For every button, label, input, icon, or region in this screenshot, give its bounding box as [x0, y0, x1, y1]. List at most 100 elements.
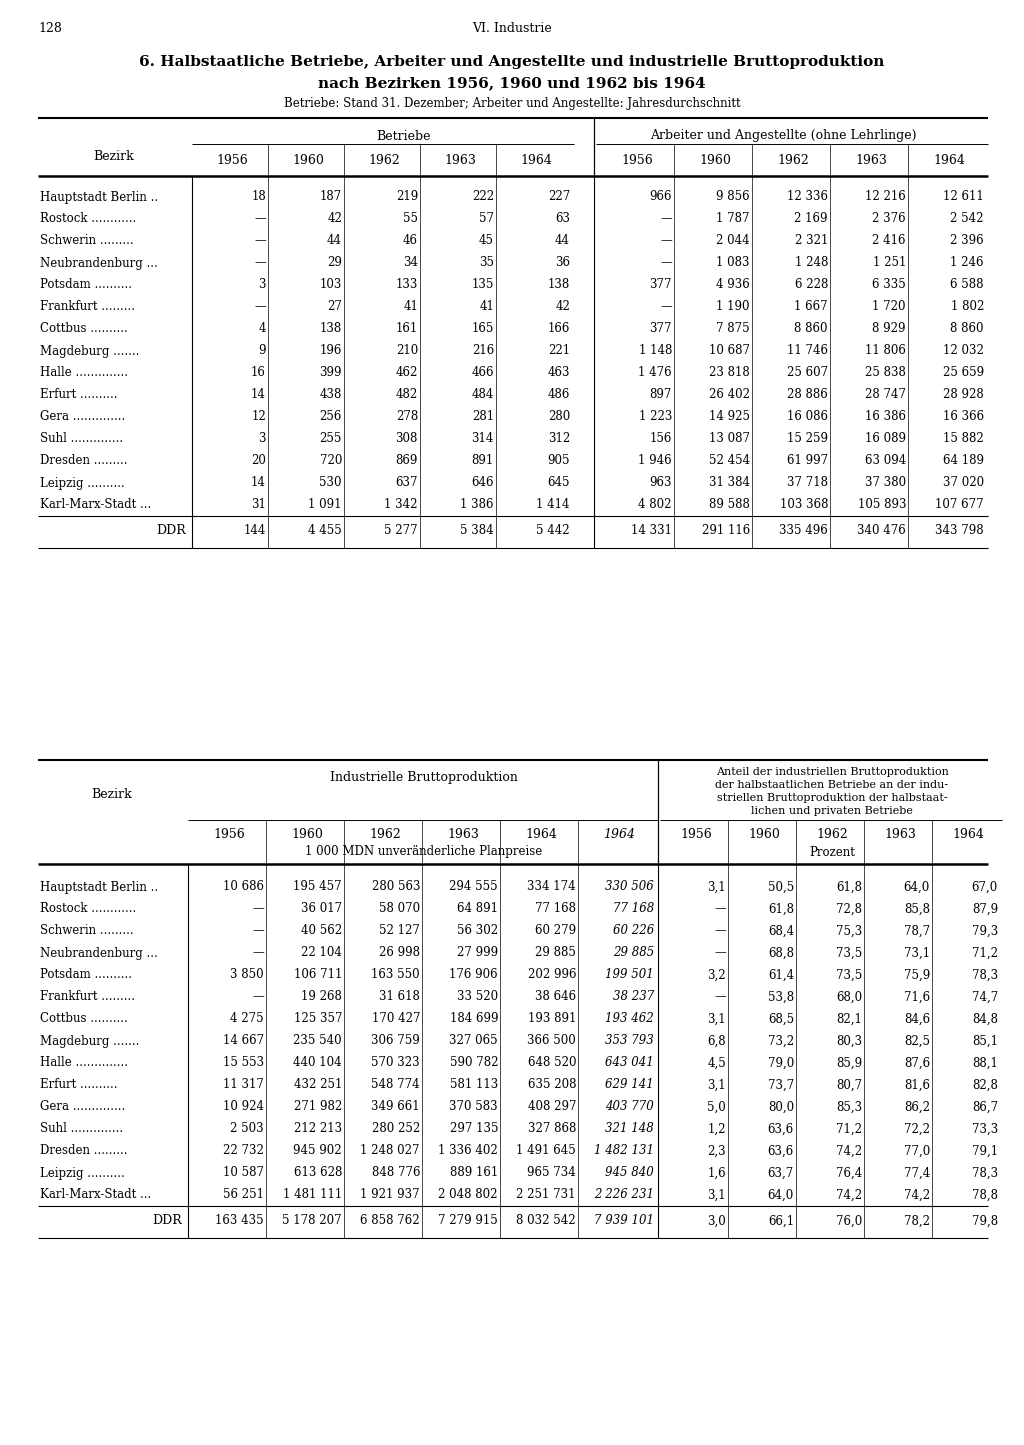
Text: 36: 36	[555, 257, 570, 270]
Text: Dresden .........: Dresden .........	[40, 455, 128, 468]
Text: 16: 16	[251, 367, 266, 380]
Text: Prozent: Prozent	[809, 845, 855, 858]
Text: 7 875: 7 875	[717, 322, 750, 335]
Text: 3,0: 3,0	[708, 1214, 726, 1227]
Text: 28 747: 28 747	[865, 389, 906, 402]
Text: 166: 166	[548, 322, 570, 335]
Text: 27 999: 27 999	[457, 946, 498, 959]
Text: 1962: 1962	[777, 153, 809, 166]
Text: 321 148: 321 148	[605, 1123, 654, 1136]
Text: 216: 216	[472, 344, 494, 357]
Text: 80,7: 80,7	[836, 1078, 862, 1091]
Text: Leipzig ..........: Leipzig ..........	[40, 477, 125, 490]
Text: 77 168: 77 168	[612, 903, 654, 916]
Text: 1 491 645: 1 491 645	[516, 1144, 575, 1157]
Text: 61 997: 61 997	[786, 455, 828, 468]
Text: 720: 720	[319, 455, 342, 468]
Text: 26 402: 26 402	[709, 389, 750, 402]
Text: 1962: 1962	[368, 153, 400, 166]
Text: 1 481 111: 1 481 111	[283, 1188, 342, 1201]
Text: 945 902: 945 902	[293, 1144, 342, 1157]
Text: 2 044: 2 044	[717, 234, 750, 247]
Text: 1 336 402: 1 336 402	[438, 1144, 498, 1157]
Text: 77 168: 77 168	[535, 903, 575, 916]
Text: 144: 144	[244, 525, 266, 538]
Text: 103 368: 103 368	[779, 499, 828, 512]
Text: 3,1: 3,1	[708, 880, 726, 893]
Text: 22 104: 22 104	[301, 946, 342, 959]
Text: 294 555: 294 555	[450, 880, 498, 893]
Text: Leipzig ..........: Leipzig ..........	[40, 1166, 125, 1179]
Text: 278: 278	[395, 410, 418, 423]
Text: 1956: 1956	[216, 153, 248, 166]
Text: 581 113: 581 113	[450, 1078, 498, 1091]
Text: 3,1: 3,1	[708, 1013, 726, 1026]
Text: 3,2: 3,2	[708, 968, 726, 981]
Text: 6. Halbstaatliche Betriebe, Arbeiter und Angestellte und industrielle Bruttoprod: 6. Halbstaatliche Betriebe, Arbeiter und…	[139, 55, 885, 69]
Text: 945 840: 945 840	[605, 1166, 654, 1179]
Text: Anteil der industriellen Bruttoproduktion: Anteil der industriellen Bruttoproduktio…	[716, 767, 948, 777]
Text: 52 454: 52 454	[709, 455, 750, 468]
Text: 72,8: 72,8	[836, 903, 862, 916]
Text: —: —	[715, 946, 726, 959]
Text: 2 416: 2 416	[872, 234, 906, 247]
Text: 184 699: 184 699	[450, 1013, 498, 1026]
Text: —: —	[252, 925, 264, 938]
Text: 44: 44	[555, 234, 570, 247]
Text: 312: 312	[548, 432, 570, 445]
Text: 58 070: 58 070	[379, 903, 420, 916]
Text: 20: 20	[251, 455, 266, 468]
Text: 38 237: 38 237	[612, 990, 654, 1003]
Text: Karl-Marx-Stadt ...: Karl-Marx-Stadt ...	[40, 1188, 152, 1201]
Text: Erfurt ..........: Erfurt ..........	[40, 1078, 118, 1091]
Text: 14: 14	[251, 477, 266, 490]
Text: 590 782: 590 782	[450, 1056, 498, 1069]
Text: Erfurt ..........: Erfurt ..........	[40, 389, 118, 402]
Text: 27: 27	[327, 301, 342, 314]
Text: 330 506: 330 506	[605, 880, 654, 893]
Text: 80,3: 80,3	[836, 1035, 862, 1048]
Text: 12 611: 12 611	[943, 191, 984, 204]
Text: 85,8: 85,8	[904, 903, 930, 916]
Text: 33 520: 33 520	[457, 990, 498, 1003]
Text: 966: 966	[649, 191, 672, 204]
Text: 1 248: 1 248	[795, 257, 828, 270]
Text: 161: 161	[395, 322, 418, 335]
Text: 68,4: 68,4	[768, 925, 794, 938]
Text: 41: 41	[479, 301, 494, 314]
Text: 28 886: 28 886	[787, 389, 828, 402]
Text: 13 087: 13 087	[709, 432, 750, 445]
Text: 1 342: 1 342	[384, 499, 418, 512]
Text: Industrielle Bruttoproduktion: Industrielle Bruttoproduktion	[330, 772, 518, 785]
Text: Dresden .........: Dresden .........	[40, 1144, 128, 1157]
Text: 53,8: 53,8	[768, 990, 794, 1003]
Text: 107 677: 107 677	[935, 499, 984, 512]
Text: 73,7: 73,7	[768, 1078, 794, 1091]
Text: 36 017: 36 017	[301, 903, 342, 916]
Text: 646: 646	[471, 477, 494, 490]
Text: Rostock ............: Rostock ............	[40, 212, 136, 225]
Text: 86,2: 86,2	[904, 1101, 930, 1114]
Text: 60 279: 60 279	[535, 925, 575, 938]
Text: 82,5: 82,5	[904, 1035, 930, 1048]
Text: 570 323: 570 323	[372, 1056, 420, 1069]
Text: 1 251: 1 251	[872, 257, 906, 270]
Text: 6 335: 6 335	[872, 279, 906, 292]
Text: 66,1: 66,1	[768, 1214, 794, 1227]
Text: 5 384: 5 384	[461, 525, 494, 538]
Text: striellen Bruttoproduktion der halbstaat-: striellen Bruttoproduktion der halbstaat…	[717, 793, 947, 803]
Text: DDR: DDR	[157, 525, 186, 538]
Text: 31 618: 31 618	[379, 990, 420, 1003]
Text: 1 223: 1 223	[639, 410, 672, 423]
Text: Schwerin .........: Schwerin .........	[40, 925, 133, 938]
Text: 340 476: 340 476	[857, 525, 906, 538]
Text: 7 279 915: 7 279 915	[438, 1214, 498, 1227]
Text: 432 251: 432 251	[294, 1078, 342, 1091]
Text: 255: 255	[319, 432, 342, 445]
Text: 6 588: 6 588	[950, 279, 984, 292]
Text: 79,8: 79,8	[972, 1214, 998, 1227]
Text: 68,5: 68,5	[768, 1013, 794, 1026]
Text: 343 798: 343 798	[935, 525, 984, 538]
Text: 2 396: 2 396	[950, 234, 984, 247]
Text: 81,6: 81,6	[904, 1078, 930, 1091]
